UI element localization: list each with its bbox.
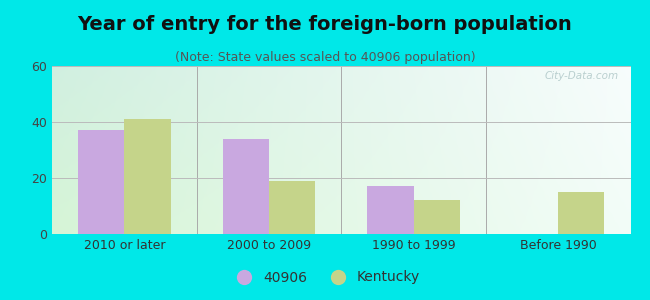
Bar (124, 119, 170, 234)
Bar (367, 186, 413, 234)
Bar (223, 139, 269, 234)
Text: Year of entry for the foreign-born population: Year of entry for the foreign-born popul… (77, 15, 573, 34)
Text: (Note: State values scaled to 40906 population): (Note: State values scaled to 40906 popu… (175, 51, 475, 64)
Legend: 40906, Kentucky: 40906, Kentucky (224, 265, 426, 290)
Text: City-Data.com: City-Data.com (545, 71, 619, 81)
Bar (269, 181, 315, 234)
Bar (558, 192, 605, 234)
Bar (413, 200, 460, 234)
Bar (78, 130, 124, 234)
